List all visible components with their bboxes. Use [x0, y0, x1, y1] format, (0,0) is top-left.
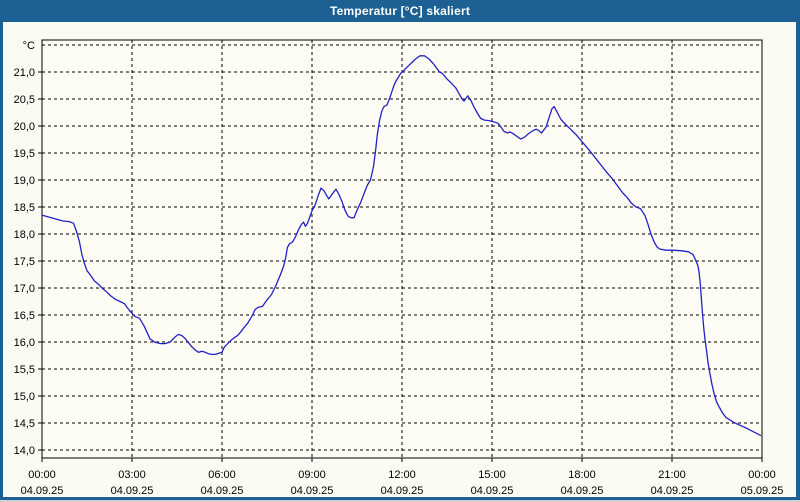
chart-content: 21,0 20,5 20,0 19,5 19,0 18,5 18,0 17,5 17,0 16,5…: [3, 22, 796, 497]
title-bar: Temperatur [°C] skaliert: [0, 0, 800, 22]
x-tick-date-label: 04.09.25: [471, 485, 514, 497]
x-tick-date-label: 04.09.25: [381, 485, 424, 497]
x-tick-time-label: 00:00: [28, 469, 56, 481]
y-tick-label: 19,5: [14, 148, 35, 160]
y-tick-label: 16,0: [14, 337, 35, 349]
x-tick-date-label: 04.09.25: [291, 485, 334, 497]
y-tick-label: 14,0: [14, 445, 35, 457]
x-tick-date-label: 04.09.25: [111, 485, 154, 497]
y-tick-label: 16,5: [14, 310, 35, 322]
y-tick-label: 15,0: [14, 391, 35, 403]
x-tick-date-label: 04.09.25: [21, 485, 64, 497]
x-tick-time-label: 18:00: [568, 469, 596, 481]
y-tick-label: 17,5: [14, 256, 35, 268]
y-tick-label: 19,0: [14, 175, 35, 187]
y-tick-label: 15,5: [14, 364, 35, 376]
window-title: Temperatur [°C] skaliert: [329, 4, 471, 18]
x-tick-date-label: 05.09.25: [741, 485, 784, 497]
x-tick-time-label: 00:00: [748, 469, 776, 481]
x-tick-time-label: 12:00: [388, 469, 416, 481]
y-tick-label: 21,0: [14, 67, 35, 79]
y-tick-label: 18,5: [14, 202, 35, 214]
y-tick-label: 20,0: [14, 121, 35, 133]
x-tick-date-label: 04.09.25: [201, 485, 244, 497]
x-tick-date-label: 04.09.25: [651, 485, 694, 497]
x-tick-date-label: 04.09.25: [561, 485, 604, 497]
x-tick-time-label: 09:00: [298, 469, 326, 481]
y-tick-label: 20,5: [14, 94, 35, 106]
y-tick-label: 18,0: [14, 229, 35, 241]
y-tick-label: 14,5: [14, 418, 35, 430]
temperature-line: [41, 55, 762, 437]
x-tick-time-label: 06:00: [208, 469, 236, 481]
temperature-chart: 21,0 20,5 20,0 19,5 19,0 18,5 18,0 17,5 17,0 16,5…: [14, 39, 784, 497]
x-tick-time-label: 03:00: [118, 469, 146, 481]
y-tick-label: 17,0: [14, 283, 35, 295]
x-tick-time-label: 15:00: [478, 469, 506, 481]
y-axis-unit-label: °C: [23, 40, 35, 52]
x-tick-time-label: 21:00: [658, 469, 686, 481]
